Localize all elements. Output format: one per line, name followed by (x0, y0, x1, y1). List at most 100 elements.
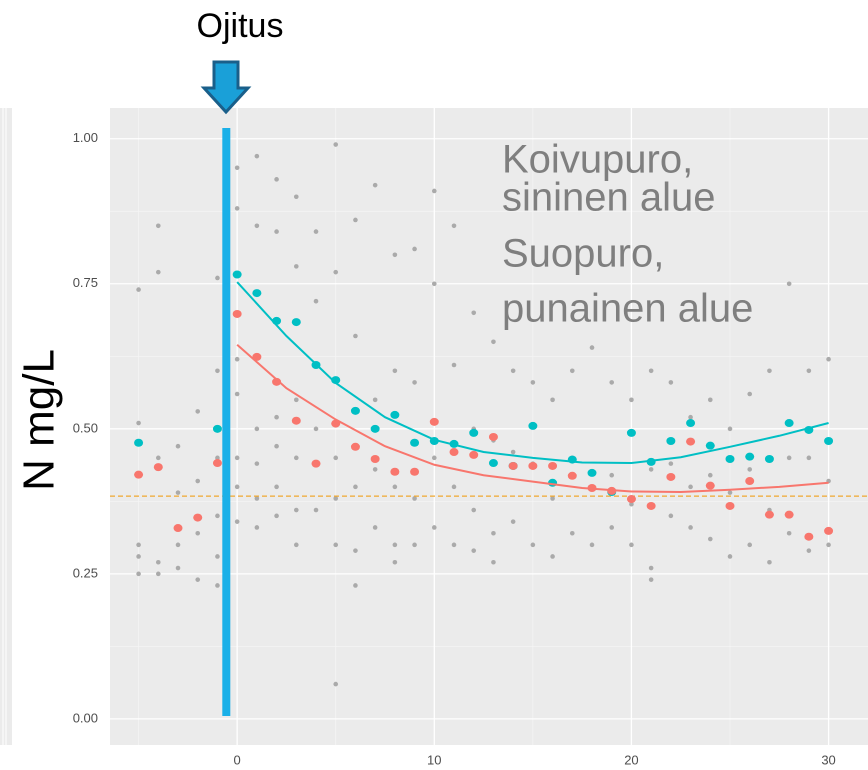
smooth-line (236, 343, 829, 494)
point (469, 450, 479, 459)
point (370, 454, 380, 463)
point (449, 439, 459, 448)
background-point (254, 496, 260, 501)
point (272, 377, 282, 386)
background-point (491, 530, 496, 536)
point (725, 501, 735, 510)
background-point (155, 223, 161, 229)
background-point (274, 229, 279, 234)
background-point (234, 206, 240, 211)
y-axis-label: N mg/L (15, 349, 64, 491)
background-point (136, 554, 141, 559)
point (528, 421, 538, 430)
background-point (372, 467, 378, 472)
background-point (353, 548, 358, 553)
background-point (313, 298, 319, 304)
point (311, 459, 321, 468)
background-point (530, 542, 536, 548)
background-point (392, 368, 398, 374)
background-point (353, 583, 358, 588)
background-point (451, 484, 457, 490)
plot-panel (110, 108, 868, 745)
arrow (200, 60, 252, 115)
background-point (510, 449, 516, 455)
background-point (333, 542, 339, 548)
background-point (175, 443, 181, 449)
background-point (175, 542, 181, 548)
background-point (293, 397, 299, 403)
background-point (471, 507, 477, 513)
background-point (491, 339, 496, 345)
background-point (155, 455, 161, 461)
x-tick-label: 10 (427, 752, 441, 767)
point (134, 470, 144, 479)
background-point (353, 484, 358, 490)
background-point (155, 559, 161, 565)
background-point (333, 681, 339, 687)
background-point (175, 565, 181, 571)
background-point (688, 414, 693, 420)
background-point (254, 153, 260, 159)
background-point (412, 542, 417, 548)
point (745, 452, 755, 461)
point (350, 406, 360, 415)
background-point (806, 548, 812, 553)
background-point (806, 455, 812, 461)
background-point (747, 467, 753, 472)
y-tick-label: 1.00 (73, 130, 98, 145)
background-point (431, 525, 437, 530)
background-point (136, 542, 141, 548)
background-point (767, 559, 772, 565)
background-point (648, 577, 654, 582)
background-point (451, 223, 457, 229)
background-point (510, 519, 516, 524)
background-point (195, 478, 201, 484)
background-point (569, 530, 575, 536)
background-point (293, 194, 299, 200)
background-point (707, 536, 713, 542)
annotation: punainen alue (502, 287, 753, 331)
point (804, 532, 814, 541)
background-point (727, 490, 733, 495)
background-point (215, 554, 220, 559)
annotation: Koivupuro, (502, 138, 693, 182)
background-point (609, 380, 615, 385)
point (567, 455, 577, 464)
background-point (668, 380, 674, 385)
background-point (392, 484, 398, 490)
background-point (668, 461, 674, 466)
point (686, 437, 696, 446)
background-point (431, 188, 437, 194)
point (272, 316, 282, 325)
point (429, 437, 439, 446)
background-point (254, 426, 260, 432)
background-point (451, 362, 457, 368)
background-point (313, 507, 319, 513)
background-point (648, 368, 654, 374)
point (666, 437, 676, 446)
background-point (333, 269, 339, 275)
point (212, 424, 222, 433)
point (745, 477, 755, 486)
background-point (274, 177, 279, 182)
point (252, 289, 262, 298)
background-point (155, 269, 161, 275)
background-point (688, 484, 693, 490)
background-point (589, 542, 595, 548)
point (528, 461, 538, 470)
point (410, 438, 420, 447)
point (488, 459, 498, 468)
background-point (372, 397, 378, 403)
point (331, 419, 341, 428)
background-point (707, 397, 713, 403)
point (626, 495, 636, 504)
background-point (234, 356, 240, 362)
background-point (274, 484, 279, 490)
y-tick-label: 0.25 (73, 565, 98, 580)
point (469, 428, 479, 437)
point (153, 463, 163, 472)
point (252, 352, 262, 361)
background-point (648, 467, 654, 472)
background-point (609, 472, 615, 478)
background-point (353, 333, 358, 339)
